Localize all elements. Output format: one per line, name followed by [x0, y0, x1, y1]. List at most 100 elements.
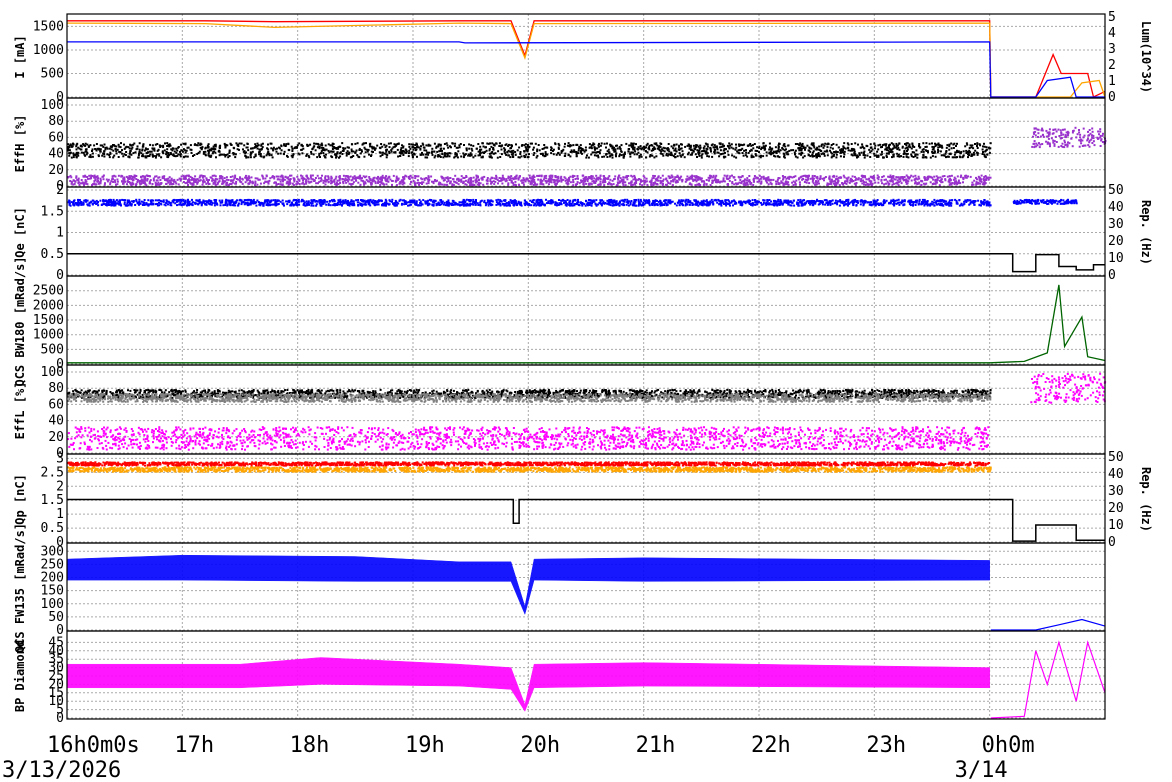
scatter-point	[163, 149, 166, 152]
scatter-point	[783, 153, 786, 156]
scatter-point	[260, 143, 263, 146]
scatter-point	[896, 155, 899, 158]
scatter-point	[967, 175, 969, 178]
scatter-point	[585, 182, 588, 185]
scatter-point	[541, 152, 544, 155]
scatter-point	[77, 179, 80, 182]
scatter-point	[877, 155, 880, 158]
scatter-point	[974, 149, 977, 152]
scatter-point	[425, 153, 427, 156]
scatter-point	[528, 176, 531, 179]
scatter-point	[385, 144, 388, 147]
scatter-point	[544, 146, 547, 149]
scatter-point	[523, 144, 526, 147]
scatter-point	[486, 182, 489, 185]
scatter-point	[449, 177, 452, 179]
scatter-point	[144, 155, 147, 158]
scatter-point	[392, 174, 395, 177]
scatter-point	[361, 179, 364, 182]
scatter-point	[514, 180, 517, 183]
scatter-point	[133, 142, 136, 145]
scatter-point	[390, 179, 393, 182]
scatter-point	[597, 156, 600, 159]
scatter-point	[891, 175, 894, 178]
scatter-point	[665, 154, 668, 157]
scatter-point	[168, 145, 171, 148]
scatter-point	[948, 148, 951, 151]
scatter-point	[305, 178, 308, 181]
scatter-point	[790, 149, 793, 152]
scatter-point	[374, 147, 377, 150]
scatter-point	[809, 177, 812, 180]
scatter-point	[214, 175, 217, 178]
scatter-point	[945, 150, 948, 152]
scatter-point	[470, 144, 473, 147]
scatter-point	[543, 155, 546, 158]
scatter-point	[814, 148, 817, 151]
scatter-point	[173, 178, 176, 181]
scatter-point	[420, 145, 422, 148]
scatter-point	[206, 179, 209, 181]
scatter-point	[741, 147, 744, 150]
scatter-point	[364, 182, 367, 185]
scatter-point	[841, 149, 843, 152]
scatter-point	[642, 175, 645, 178]
scatter-point	[1055, 130, 1058, 133]
scatter-point	[497, 182, 499, 185]
scatter-point	[204, 154, 207, 157]
scatter-point	[716, 151, 719, 154]
scatter-point	[225, 176, 228, 179]
scatter-point	[808, 146, 811, 149]
scatter-point	[97, 182, 100, 185]
scatter-point	[965, 142, 968, 145]
scatter-point	[472, 180, 475, 183]
scatter-point	[651, 147, 654, 150]
scatter-point	[101, 144, 104, 147]
scatter-point	[327, 178, 330, 181]
scatter-point	[211, 174, 214, 177]
scatter-point	[128, 178, 131, 180]
scatter-point	[716, 181, 718, 184]
scatter-point	[681, 178, 684, 181]
scatter-point	[971, 181, 974, 184]
scatter-point	[462, 176, 465, 179]
scatter-point	[837, 146, 840, 149]
scatter-point	[84, 142, 87, 145]
scatter-point	[766, 181, 769, 184]
scatter-point	[295, 146, 298, 149]
scatter-point	[264, 177, 267, 180]
scatter-point	[1087, 134, 1090, 137]
scatter-point	[310, 151, 313, 153]
scatter-point	[418, 183, 420, 186]
scatter-point	[488, 155, 491, 158]
scatter-point	[835, 153, 838, 156]
scatter-point	[219, 153, 222, 156]
scatter-point	[748, 175, 751, 177]
scatter-point	[703, 182, 706, 185]
scatter-point	[709, 148, 712, 151]
scatter-point	[307, 144, 310, 147]
scatter-point	[500, 153, 503, 156]
scatter-point	[668, 177, 671, 180]
scatter-point	[582, 183, 585, 186]
scatter-point	[123, 147, 126, 150]
scatter-point	[475, 147, 478, 150]
scatter-point	[577, 149, 580, 152]
scatter-point	[81, 182, 84, 185]
scatter-point	[223, 142, 226, 145]
scatter-point	[149, 175, 151, 178]
scatter-point	[1083, 134, 1086, 137]
scatter-point	[1063, 139, 1066, 142]
scatter-point	[803, 146, 806, 149]
scatter-point	[416, 182, 419, 185]
scatter-point	[597, 176, 600, 179]
scatter-point	[863, 150, 866, 153]
scatter-point	[906, 142, 909, 145]
scatter-point	[214, 178, 217, 180]
scatter-point	[1033, 132, 1036, 135]
scatter-point	[883, 183, 886, 186]
scatter-point	[155, 184, 158, 186]
scatter-point	[557, 146, 560, 149]
scatter-point	[357, 176, 360, 179]
scatter-point	[969, 175, 972, 178]
